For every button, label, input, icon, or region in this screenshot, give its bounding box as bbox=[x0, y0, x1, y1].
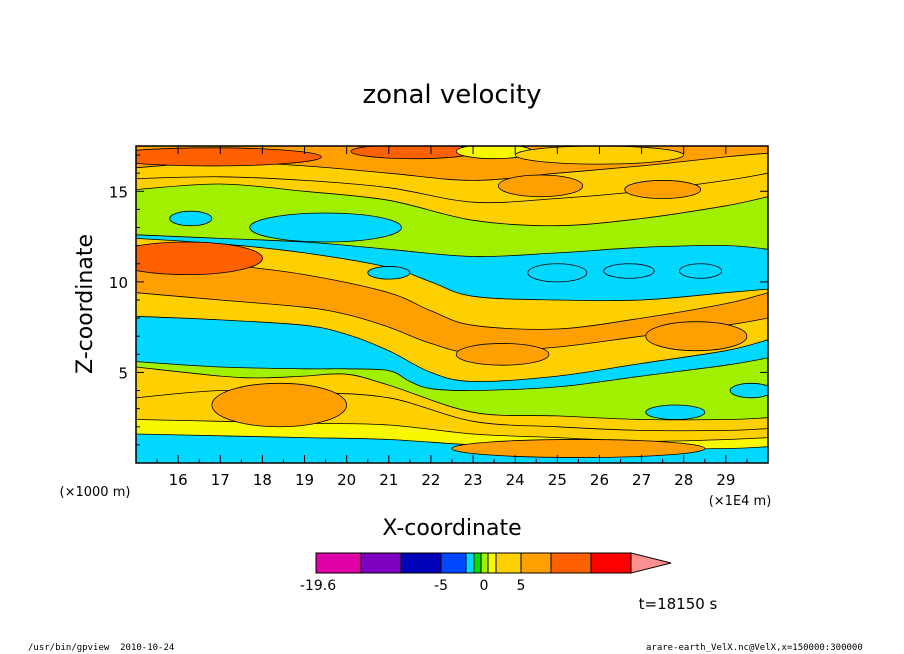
x-axis-ticks: 16 17 18 19 20 21 22 23 24 25 26 27 28 29 bbox=[156, 146, 748, 489]
contour-patch bbox=[211, 382, 348, 428]
colorbar-segment bbox=[473, 552, 482, 574]
colorbar-segment bbox=[440, 552, 467, 574]
contour-line bbox=[136, 315, 768, 382]
x-tick-label: 17 bbox=[211, 471, 230, 489]
contour-patch bbox=[679, 263, 723, 279]
x-tick-label: 25 bbox=[548, 471, 567, 489]
y-axis-label: Z-coordinate bbox=[73, 234, 98, 374]
y-tick-label: 15 bbox=[109, 183, 128, 201]
contour-patch bbox=[645, 321, 748, 352]
x-tick-label: 29 bbox=[716, 471, 735, 489]
time-label: t=18150 s bbox=[639, 595, 718, 613]
x-tick-label: 19 bbox=[295, 471, 314, 489]
x-tick-label: 28 bbox=[674, 471, 693, 489]
colorbar-label: 5 bbox=[517, 578, 526, 594]
colorbar-segment bbox=[550, 552, 592, 574]
chart-title: zonal velocity bbox=[362, 80, 541, 110]
contour-patch bbox=[451, 439, 706, 458]
contour-patch bbox=[645, 404, 706, 420]
colorbar bbox=[315, 552, 672, 574]
y-tick-label: 5 bbox=[118, 364, 128, 382]
contour-patch bbox=[603, 263, 655, 279]
contour-line bbox=[136, 234, 768, 257]
colorbar-segment bbox=[480, 552, 489, 574]
x-tick-label: 16 bbox=[169, 471, 188, 489]
colorbar-segment bbox=[590, 552, 632, 574]
x-axis-unit: (×1E4 m) bbox=[709, 494, 772, 509]
contour-patch bbox=[136, 241, 263, 276]
x-tick-label: 21 bbox=[379, 471, 398, 489]
contour-line bbox=[136, 357, 768, 391]
y-axis-ticks: 5 10 15 bbox=[109, 154, 768, 446]
x-tick-label: 26 bbox=[590, 471, 609, 489]
colorbar-segment bbox=[360, 552, 402, 574]
contour-patch bbox=[136, 147, 322, 167]
contour-patch bbox=[249, 212, 402, 243]
colorbar-segment bbox=[520, 552, 552, 574]
colorbar-segment bbox=[465, 552, 475, 574]
colorbar-segment bbox=[400, 552, 442, 574]
x-tick-label: 23 bbox=[464, 471, 483, 489]
colorbar-segment bbox=[315, 552, 362, 574]
x-axis-label: X-coordinate bbox=[382, 516, 521, 541]
plot-area bbox=[136, 146, 768, 463]
colorbar-label: -5 bbox=[434, 578, 448, 594]
x-tick-label: 20 bbox=[337, 471, 356, 489]
contour-line bbox=[136, 252, 768, 330]
x-tick-label: 18 bbox=[253, 471, 272, 489]
contour-line bbox=[136, 238, 768, 302]
contour-patch bbox=[169, 210, 213, 227]
contour-patch bbox=[367, 266, 411, 280]
contour-line bbox=[136, 183, 768, 227]
colorbar-over-arrow bbox=[630, 552, 672, 574]
contour-patch bbox=[497, 174, 584, 198]
colorbar-label: -19.6 bbox=[300, 578, 336, 594]
footer-left: /usr/bin/gpview 2010-10-24 bbox=[28, 643, 175, 653]
contour-line bbox=[136, 366, 768, 421]
colorbar-label: 0 bbox=[480, 578, 489, 594]
x-tick-label: 24 bbox=[506, 471, 525, 489]
colorbar-segment bbox=[487, 552, 497, 574]
footer-right: arare-earth_VelX.nc@VelX,x=150000:300000 bbox=[646, 643, 863, 653]
y-tick-label: 10 bbox=[109, 274, 128, 292]
colorbar-labels: -19.6 -5 0 5 bbox=[300, 578, 526, 594]
x-tick-label: 22 bbox=[421, 471, 440, 489]
colorbar-segment bbox=[495, 552, 522, 574]
contour-patch bbox=[455, 343, 550, 366]
y-axis-unit: (×1000 m) bbox=[60, 485, 131, 500]
contour-patch bbox=[624, 180, 701, 199]
x-tick-label: 27 bbox=[632, 471, 651, 489]
contour-patch bbox=[527, 263, 588, 283]
contour-patch bbox=[729, 382, 768, 399]
